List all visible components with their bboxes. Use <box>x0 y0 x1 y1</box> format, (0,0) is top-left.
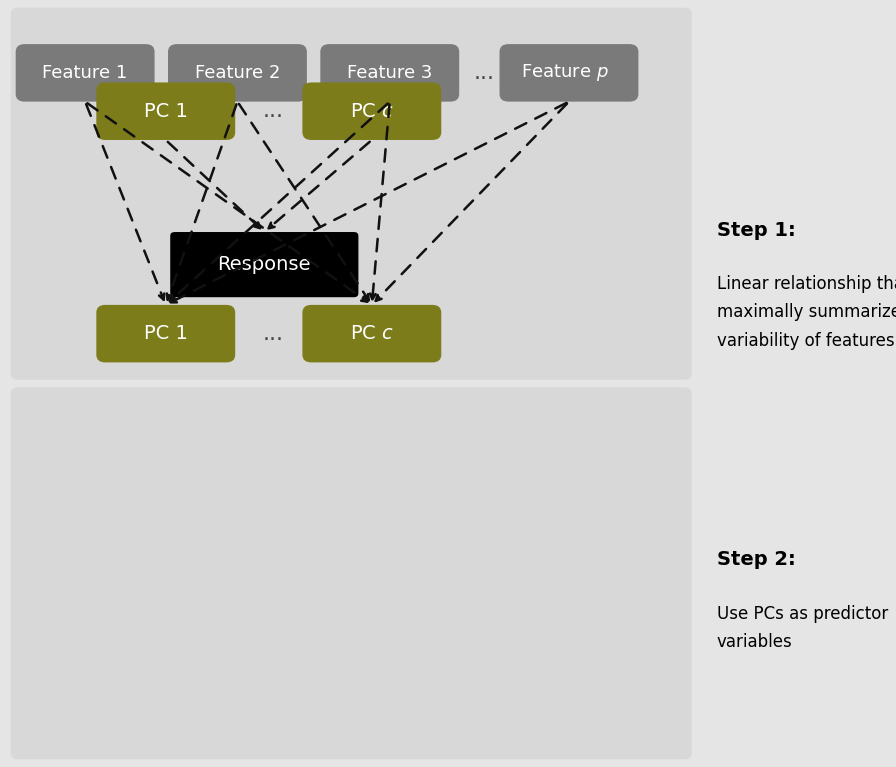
Text: Feature 3: Feature 3 <box>347 64 433 82</box>
Text: ...: ... <box>263 324 284 344</box>
Text: Feature 2: Feature 2 <box>194 64 280 82</box>
Text: PC 1: PC 1 <box>144 324 187 343</box>
Text: variability of features: variability of features <box>717 331 894 350</box>
Text: variables: variables <box>717 633 793 651</box>
Text: Linear relationship that: Linear relationship that <box>717 275 896 293</box>
FancyBboxPatch shape <box>168 44 306 101</box>
FancyBboxPatch shape <box>97 305 235 363</box>
Text: maximally summarizes: maximally summarizes <box>717 303 896 321</box>
Text: Step 1:: Step 1: <box>717 221 796 239</box>
Text: Feature $p$: Feature $p$ <box>521 62 608 84</box>
FancyBboxPatch shape <box>11 8 692 380</box>
Text: Response: Response <box>218 255 311 274</box>
FancyBboxPatch shape <box>16 44 154 101</box>
Text: PC 1: PC 1 <box>144 102 187 120</box>
FancyBboxPatch shape <box>321 44 460 101</box>
Text: Step 2:: Step 2: <box>717 551 796 569</box>
Text: ...: ... <box>473 63 495 83</box>
Text: Feature 1: Feature 1 <box>42 64 128 82</box>
FancyBboxPatch shape <box>303 83 441 140</box>
Text: PC $c$: PC $c$ <box>349 324 394 343</box>
Text: ...: ... <box>263 101 284 121</box>
FancyBboxPatch shape <box>303 305 441 363</box>
FancyBboxPatch shape <box>170 232 358 297</box>
FancyBboxPatch shape <box>11 387 692 759</box>
FancyBboxPatch shape <box>97 83 235 140</box>
Text: Use PCs as predictor: Use PCs as predictor <box>717 604 888 623</box>
Text: PC $c$: PC $c$ <box>349 102 394 120</box>
FancyBboxPatch shape <box>500 44 638 101</box>
